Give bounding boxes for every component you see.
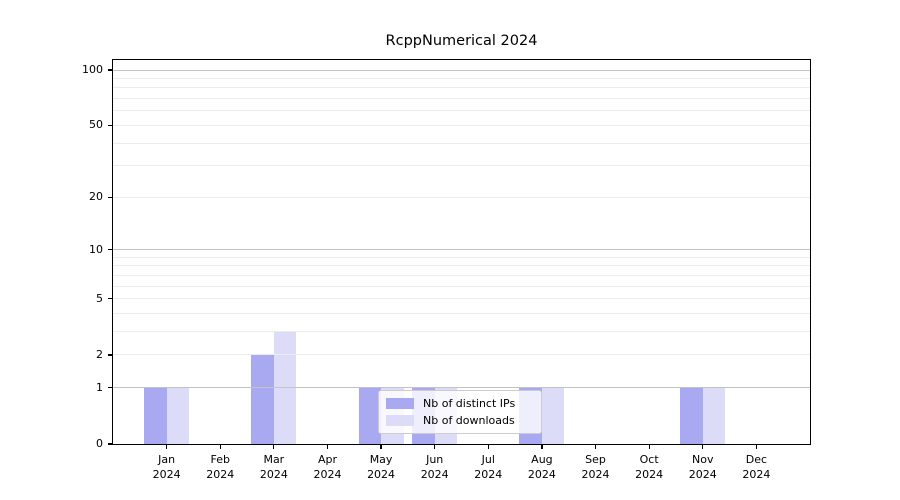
x-tick-label: Jan 2024 [152,453,181,481]
y-tick-mark [108,387,112,389]
y-tick-label: 5 [96,291,103,305]
y-tick-label: 0 [96,437,103,450]
y-tick-label: 1 [96,380,103,394]
minor-gridline [113,196,810,198]
x-tick-label: Aug 2024 [527,453,556,481]
minor-gridline [113,98,810,100]
x-tick-label: Dec 2024 [742,453,771,481]
x-tick-mark [648,444,650,449]
x-tick-label: May 2024 [367,453,396,481]
major-gridline [113,387,810,389]
bar-distinct-ips [251,354,274,444]
y-tick-label: 2 [96,347,103,361]
bar-downloads [541,387,565,444]
x-tick-mark [165,444,168,449]
minor-gridline [113,265,810,267]
x-tick-label: Apr 2024 [313,453,342,481]
legend-label-distinct-ips: Nb of distinct IPs [423,397,516,410]
x-tick-mark [702,444,704,449]
y-tick-label: 100 [82,63,103,76]
minor-gridline [113,313,810,315]
x-tick-mark [273,444,275,449]
legend-item-downloads: Nb of downloads [386,414,533,427]
x-tick-mark [219,444,221,449]
x-tick-label: Jun 2024 [420,453,449,481]
major-gridline [113,69,810,71]
x-tick-label: Mar 2024 [259,453,288,481]
legend: Nb of distinct IPs Nb of downloads [378,390,542,434]
x-tick-mark [541,444,543,449]
x-tick-mark [380,444,382,449]
legend-swatch-distinct-ips [386,398,414,409]
y-tick-mark [108,249,112,251]
y-tick-mark [108,124,112,127]
y-tick-mark [108,354,112,356]
minor-gridline [113,110,810,112]
bar-distinct-ips [144,387,167,444]
minor-gridline [113,354,810,356]
legend-swatch-downloads [386,415,414,426]
y-tick-mark [108,298,112,300]
minor-gridline [113,165,810,167]
minor-gridline [113,124,810,126]
y-tick-label: 20 [89,190,103,204]
bar-distinct-ips [680,387,703,444]
y-tick-mark [108,196,112,198]
y-tick-label: 10 [89,242,103,256]
x-tick-label: Sep 2024 [581,453,610,481]
minor-gridline [113,142,810,144]
legend-label-downloads: Nb of downloads [423,414,515,427]
minor-gridline [113,256,810,258]
minor-gridline [113,331,810,333]
y-tick-mark [108,69,112,71]
x-tick-mark [594,444,597,449]
bar-downloads [702,387,726,444]
x-tick-mark [487,444,489,449]
bar-downloads [166,387,190,444]
minor-gridline [113,274,810,276]
y-tick-label: 50 [89,118,103,132]
minor-gridline [113,77,810,79]
x-tick-mark [434,444,436,449]
bar-distinct-ips [358,387,382,444]
x-tick-label: Oct 2024 [635,453,664,481]
x-tick-mark [326,444,329,449]
minor-gridline [113,298,810,300]
plot-area: 0 1 2 5 10 20 50 100 Jan 2024 Feb 2024 Mar 2024 Apr… [82,59,811,481]
legend-item-distinct-ips: Nb of distinct IPs [386,397,533,410]
y-tick-mark [108,443,112,445]
x-tick-label: Nov 2024 [688,453,717,481]
chart-title: RcppNumerical 2024 [385,33,538,49]
major-gridline [113,249,810,251]
minor-gridline [113,285,810,287]
x-tick-mark [755,444,758,449]
x-tick-label: Jul 2024 [474,453,503,481]
x-tick-label: Feb 2024 [206,453,235,481]
minor-gridline [113,87,810,89]
